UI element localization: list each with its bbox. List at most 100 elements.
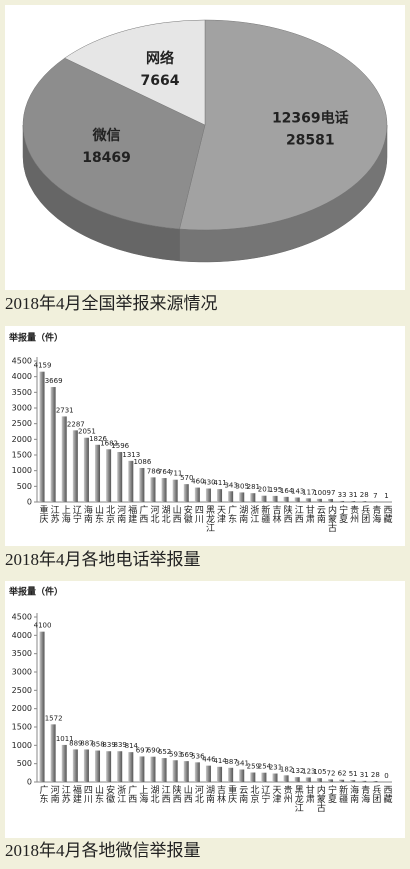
value-label: 97 xyxy=(327,489,336,497)
x-tick-label: 广东 xyxy=(38,784,49,803)
bar xyxy=(72,430,78,502)
x-tick-label: 吉林 xyxy=(271,505,282,524)
x-tick-label: 新疆 xyxy=(259,504,270,524)
bar xyxy=(239,769,245,782)
value-label: 33 xyxy=(338,491,347,499)
x-tick-label: 河北 xyxy=(193,784,204,804)
slice-label: 微信 xyxy=(92,127,121,144)
value-label: 430 xyxy=(202,479,215,487)
x-tick-label: 甘肃 xyxy=(304,504,315,524)
x-tick-label: 山东 xyxy=(93,505,104,523)
value-label: 2051 xyxy=(78,428,96,436)
value-label: 254 xyxy=(258,763,272,771)
bar xyxy=(316,498,322,502)
x-tick-label: 江西 xyxy=(293,505,304,524)
x-tick-label: 广西 xyxy=(137,504,148,524)
bar xyxy=(161,478,167,502)
bar xyxy=(205,488,211,502)
value-label: 195 xyxy=(269,486,282,494)
y-tick-label: 3500 xyxy=(12,649,32,658)
value-label: 164 xyxy=(280,487,294,495)
value-label: 7 xyxy=(373,492,377,500)
x-tick-label: 辽宁 xyxy=(259,785,270,803)
x-tick-label: 安徽 xyxy=(104,784,115,804)
x-tick-label: 重庆 xyxy=(226,784,237,804)
y-tick-label: 2000 xyxy=(12,435,32,444)
value-label: 1011 xyxy=(56,735,74,743)
x-tick-label: 云南 xyxy=(315,505,326,523)
value-label: 28 xyxy=(371,771,380,779)
bar xyxy=(217,489,223,502)
value-label: 72 xyxy=(327,769,336,777)
bar xyxy=(128,752,134,782)
bar xyxy=(261,495,267,502)
value-label: 652 xyxy=(158,748,171,756)
value-label: 887 xyxy=(80,739,93,747)
x-tick-label: 浙江 xyxy=(115,784,126,804)
x-tick-label: 西藏 xyxy=(381,505,392,524)
value-label: 105 xyxy=(313,768,326,776)
x-tick-label: 山西 xyxy=(171,505,182,524)
y-tick-label: 500 xyxy=(17,482,32,491)
bar xyxy=(83,437,89,502)
value-label: 305 xyxy=(236,482,249,490)
bar xyxy=(272,773,278,782)
bar xyxy=(283,775,289,782)
y-tick-label: 4500 xyxy=(12,357,32,366)
value-label: 1596 xyxy=(111,442,129,450)
y-tick-label: 500 xyxy=(17,759,32,768)
value-label: 143 xyxy=(291,488,304,496)
value-label: 889 xyxy=(69,739,82,747)
bar xyxy=(172,479,178,502)
x-tick-label: 兵团 xyxy=(359,504,370,524)
y-tick-label: 2000 xyxy=(12,704,32,713)
value-label: 814 xyxy=(125,742,139,750)
y-tick-label: 0 xyxy=(27,498,32,507)
bar xyxy=(316,778,322,782)
bar xyxy=(250,772,256,782)
value-label: 0 xyxy=(384,772,388,780)
slice-label: 网络 xyxy=(146,50,174,67)
y-tick-label: 2500 xyxy=(12,686,32,695)
y-tick-label: 4000 xyxy=(12,631,32,640)
x-tick-label: 青海 xyxy=(359,784,370,804)
x-tick-label: 河南 xyxy=(49,784,60,803)
x-tick-label: 兵团 xyxy=(370,784,381,804)
bar xyxy=(294,497,300,502)
x-tick-label: 甘肃 xyxy=(304,784,315,804)
bar xyxy=(95,750,101,782)
bar xyxy=(339,779,345,782)
value-label: 28 xyxy=(360,491,369,499)
value-label: 411 xyxy=(213,479,226,487)
x-tick-label: 西藏 xyxy=(381,785,392,804)
value-label: 31 xyxy=(360,771,369,779)
bar xyxy=(339,500,345,502)
y-tick-label: 3000 xyxy=(12,668,32,677)
x-tick-label: 天津 xyxy=(271,785,282,804)
value-label: 132 xyxy=(291,767,304,775)
value-label: 231 xyxy=(269,764,282,772)
bar xyxy=(50,387,56,502)
value-label: 387 xyxy=(224,758,237,766)
bar xyxy=(39,371,45,502)
value-label: 201 xyxy=(258,486,271,494)
value-label: 343 xyxy=(224,481,237,489)
x-tick-label: 湖北 xyxy=(160,505,171,524)
y-tick-label: 2500 xyxy=(12,419,32,428)
bar xyxy=(183,484,189,502)
value-label: 711 xyxy=(169,470,182,478)
bar xyxy=(228,767,234,782)
bar xyxy=(205,765,211,782)
bar xyxy=(194,487,200,502)
bar xyxy=(61,416,67,502)
bar xyxy=(50,724,56,782)
x-tick-label: 湖南 xyxy=(204,785,215,803)
value-label: 4100 xyxy=(34,622,52,630)
x-tick-label: 天津 xyxy=(215,505,226,524)
bar xyxy=(117,751,123,782)
x-tick-label: 辽宁 xyxy=(71,505,82,523)
x-tick-label: 贵州 xyxy=(282,784,293,803)
value-label: 281 xyxy=(247,483,260,491)
